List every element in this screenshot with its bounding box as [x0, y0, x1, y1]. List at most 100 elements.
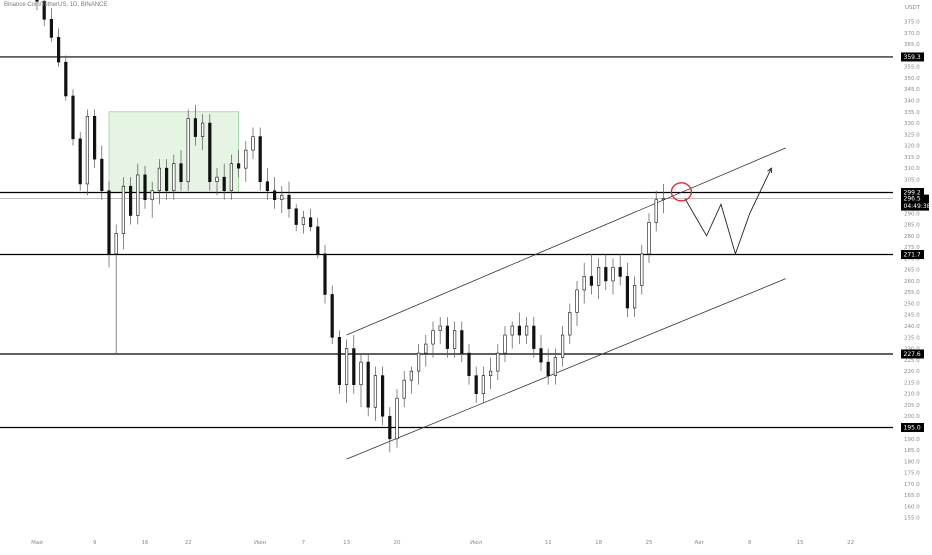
candle — [308, 208, 313, 232]
candle — [71, 89, 75, 146]
x-tick-label: 22 — [847, 540, 854, 546]
candle-body-bullish — [251, 136, 255, 151]
candle-body-bearish — [366, 361, 370, 408]
candle-body-bearish — [532, 325, 536, 349]
candle-body-bullish — [510, 325, 514, 336]
x-tick-label: Май — [31, 539, 43, 546]
channel-layer — [346, 147, 786, 460]
candle-body-bearish — [308, 217, 313, 228]
candle-body-bearish — [330, 294, 334, 338]
candle-body-bearish — [272, 190, 277, 201]
candle-body-bearish — [388, 415, 392, 440]
y-tick-label: 350.0 — [904, 76, 920, 82]
x-tick-label: Июн — [254, 540, 267, 546]
y-tick-label: 170.0 — [904, 482, 920, 488]
level-price-tag — [901, 52, 924, 62]
candle — [431, 321, 435, 358]
y-tick-label: 325.0 — [904, 132, 920, 138]
candle-body-bullish — [481, 375, 486, 394]
candle — [517, 312, 521, 345]
candle-body-bearish — [323, 253, 327, 295]
level-price-label: 195.0 — [904, 425, 921, 432]
candle-body-bullish — [524, 325, 529, 336]
x-tick-label: 11 — [545, 540, 552, 546]
y-tick-label: 320.0 — [904, 144, 920, 150]
candle — [265, 168, 270, 200]
currency-label: USDT — [905, 5, 921, 11]
x-tick-label: Июл — [470, 540, 483, 546]
y-tick-label: 215.0 — [904, 380, 920, 386]
candle — [330, 285, 334, 345]
highlight-circle[interactable] — [670, 182, 693, 202]
channel-lower-line[interactable] — [346, 278, 786, 460]
y-tick-label: 310.0 — [904, 166, 920, 172]
candle — [201, 114, 205, 151]
y-tick-label: 305.0 — [904, 177, 920, 183]
candle-body-bearish — [143, 174, 147, 201]
y-tick-label: 200.0 — [904, 414, 920, 420]
candle — [136, 163, 140, 225]
candle-body-bearish — [352, 348, 356, 385]
candle-body-bearish — [100, 158, 104, 192]
candle-body-bearish — [589, 276, 593, 286]
x-tick-label: 15 — [797, 540, 804, 546]
channel-upper-line[interactable] — [346, 147, 786, 336]
candle — [496, 344, 500, 381]
candle-body-bearish — [56, 37, 61, 63]
symbol-title[interactable]: Binance Coin/TetherUS, 1D, BINANCE — [4, 2, 108, 8]
candle — [179, 150, 183, 191]
candle — [654, 190, 658, 232]
x-tick-label: 18 — [595, 540, 602, 546]
x-tick-label: 9 — [93, 540, 97, 546]
y-tick-label: 210.0 — [904, 392, 920, 398]
candle — [596, 258, 601, 299]
candle — [107, 181, 111, 268]
candle — [251, 127, 255, 160]
current-price-label: 296.5 — [904, 196, 921, 203]
candle — [560, 326, 565, 367]
y-tick-label: 345.0 — [904, 87, 920, 93]
candle — [402, 371, 406, 408]
candle — [150, 181, 154, 218]
candle — [647, 213, 651, 263]
candle-body-bullish — [229, 163, 234, 192]
y-tick-label: 375.0 — [904, 20, 920, 26]
candle — [323, 244, 327, 304]
candle-body-bearish — [35, 0, 39, 2]
candle-body-bearish — [64, 61, 68, 97]
x-tick-label: 25 — [646, 540, 653, 546]
candle — [395, 389, 399, 448]
candle — [186, 109, 190, 191]
candle — [287, 181, 291, 218]
candle-body-bullish — [582, 276, 586, 291]
y-tick-label: 270.0 — [904, 256, 920, 262]
candle-body-bullish — [596, 267, 601, 286]
candle-body-bearish — [294, 208, 298, 225]
candle — [625, 262, 629, 317]
candle-body-bullish — [661, 198, 665, 201]
candle-body-bearish — [222, 176, 226, 192]
candle — [93, 109, 97, 169]
candle-body-bullish — [136, 174, 140, 216]
candle-body-bullish — [611, 267, 615, 282]
level-price-tag — [901, 349, 924, 359]
y-tick-label: 275.0 — [904, 245, 920, 251]
candle-body-bullish — [452, 330, 457, 349]
y-tick-label: 315.0 — [904, 155, 920, 161]
candle-body-bullish — [215, 176, 219, 182]
projection-path[interactable] — [684, 167, 772, 256]
candle-body-bearish — [265, 181, 270, 192]
candle — [582, 262, 586, 304]
y-tick-label: 290.0 — [904, 211, 920, 217]
y-tick-label: 285.0 — [904, 223, 920, 229]
candle — [157, 159, 162, 205]
candle-body-bullish — [395, 397, 399, 440]
candle-body-bearish — [287, 194, 291, 210]
candle — [424, 335, 428, 367]
candle — [294, 204, 298, 232]
level-price-label: 271.7 — [904, 252, 921, 259]
time-axis[interactable]: Май 9 16 22 Июн 7 13 20 Июл 11 18 25 Авг 8 15 22 — [31, 539, 854, 546]
